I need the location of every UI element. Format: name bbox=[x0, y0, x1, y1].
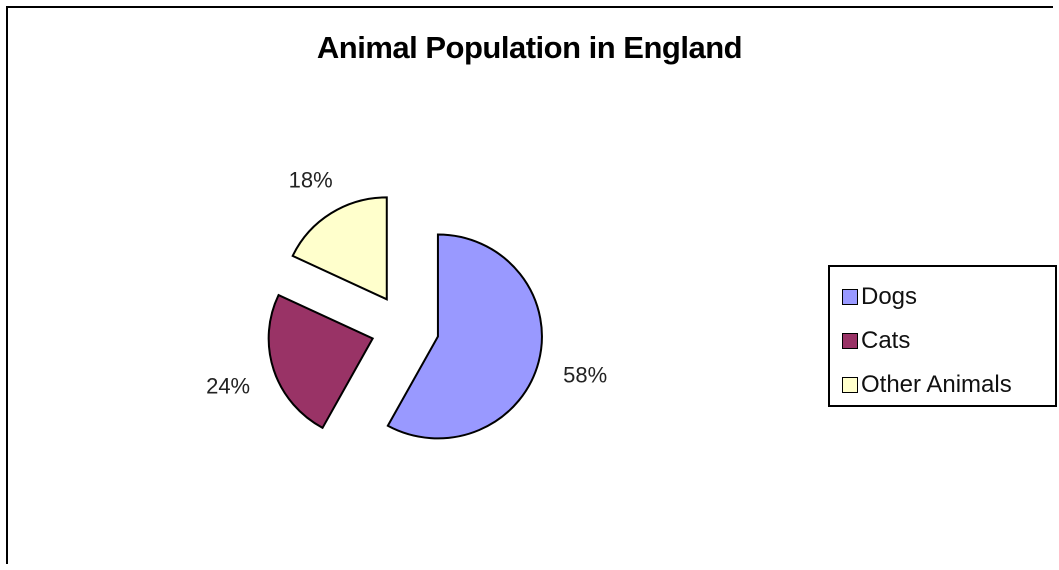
legend-item-dogs: Dogs bbox=[842, 275, 1055, 319]
pie-slice-cats bbox=[267, 293, 375, 430]
data-label-dogs: 58% bbox=[563, 362, 607, 387]
legend-label-cats: Cats bbox=[861, 327, 911, 354]
legend-swatch-other-animals bbox=[842, 377, 858, 393]
legend: Dogs Cats Other Animals bbox=[828, 265, 1057, 407]
legend-item-cats: Cats bbox=[842, 319, 1055, 363]
legend-swatch-dogs bbox=[842, 289, 858, 305]
pie-slice-dogs bbox=[386, 233, 543, 440]
legend-item-other-animals: Other Animals bbox=[842, 363, 1055, 407]
chart-title: Animal Population in England bbox=[316, 30, 743, 65]
legend-swatch-cats bbox=[842, 333, 858, 349]
data-label-other-animals: 18% bbox=[289, 167, 333, 192]
legend-label-other-animals: Other Animals bbox=[861, 371, 1012, 398]
legend-label-dogs: Dogs bbox=[861, 283, 918, 310]
pie-slice-other-animals bbox=[291, 196, 388, 301]
data-label-cats: 24% bbox=[206, 373, 250, 398]
